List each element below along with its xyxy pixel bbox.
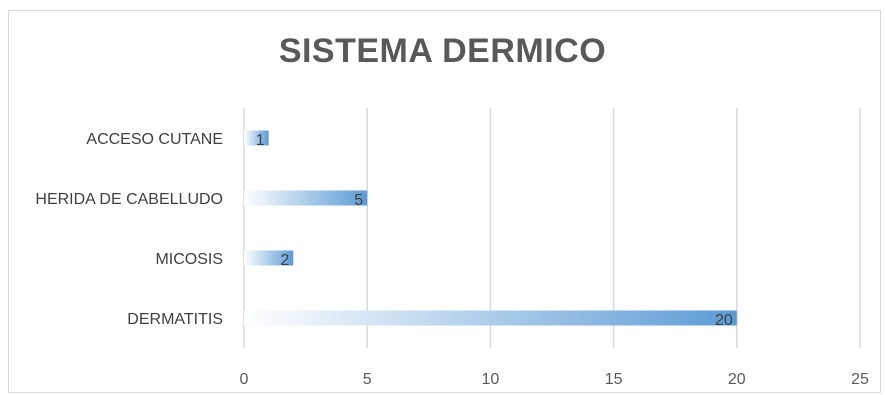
x-tick-label: 20 (728, 371, 746, 388)
bar (244, 130, 269, 146)
data-label: 1 (256, 132, 265, 149)
x-tick-label: 5 (363, 371, 372, 388)
x-tick-label: 15 (605, 371, 623, 388)
category-label: HERIDA DE CABELLUDO (35, 191, 223, 208)
x-tick-label: 25 (851, 371, 869, 388)
data-label: 20 (715, 312, 733, 329)
bar (244, 310, 737, 326)
data-label: 2 (280, 252, 289, 269)
x-tick-label: 0 (240, 371, 249, 388)
x-tick-label: 10 (482, 371, 500, 388)
category-label: ACCESO CUTANE (86, 131, 223, 148)
category-label: DERMATITIS (127, 311, 223, 328)
data-label: 5 (354, 192, 363, 209)
chart-frame (8, 10, 881, 393)
bar (244, 190, 368, 206)
bar (244, 250, 294, 266)
chart-title: SISTEMA DERMICO (278, 32, 607, 70)
category-label: MICOSIS (155, 251, 223, 268)
